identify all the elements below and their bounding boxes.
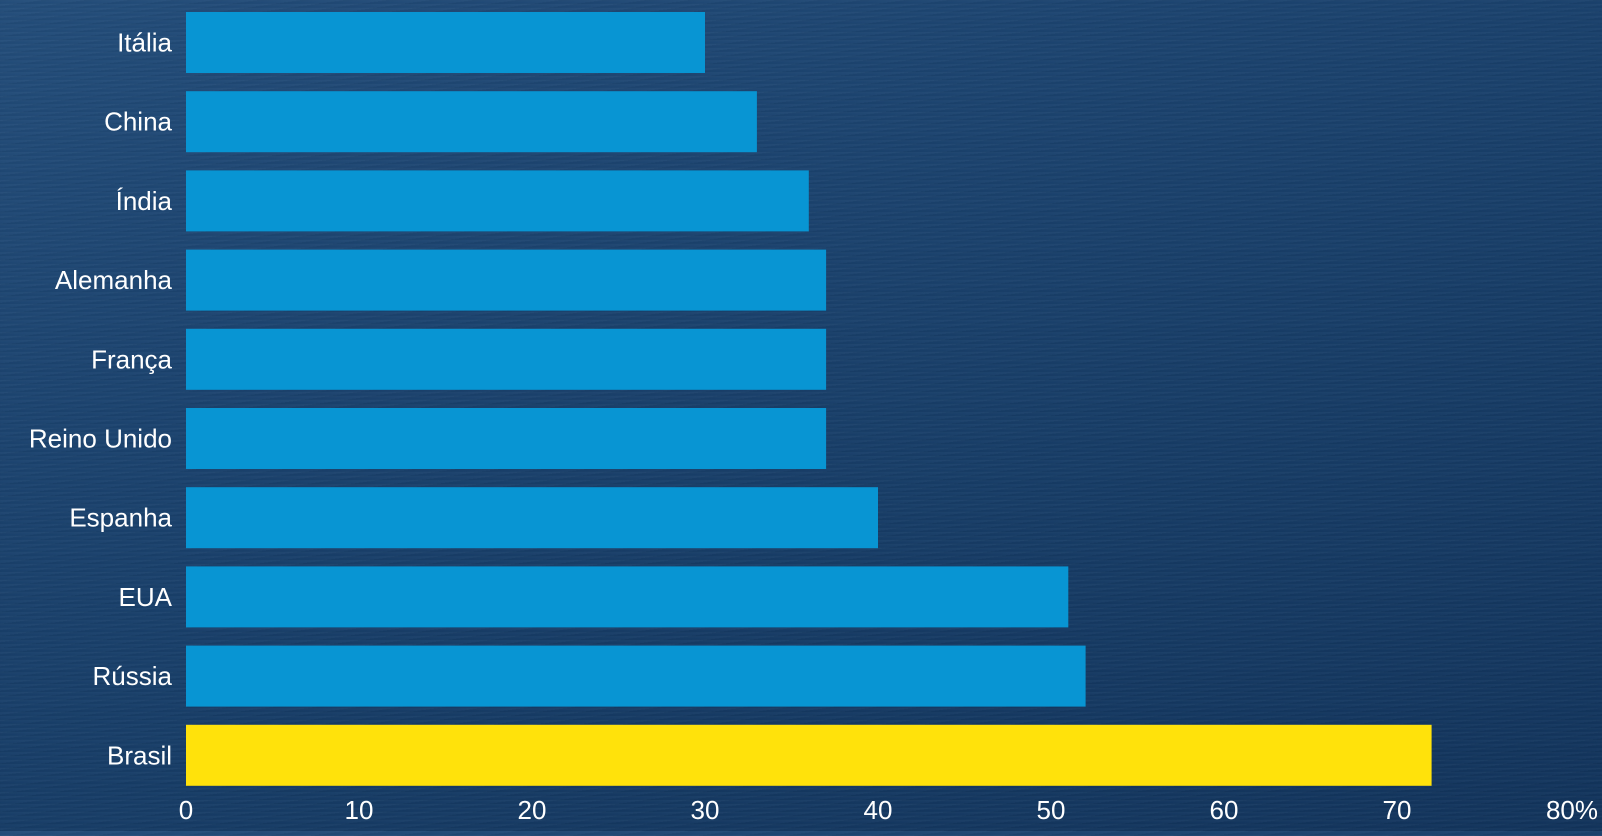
category-label-espanha: Espanha (69, 503, 172, 533)
x-axis-ticks: 0 10 20 30 40 50 60 70 80% (179, 795, 1598, 825)
x-tick-label: 20 (518, 795, 547, 825)
category-label-italia: Itália (117, 28, 172, 58)
x-tick-label: 0 (179, 795, 193, 825)
category-label-eua: EUA (119, 582, 173, 612)
category-label-russia: Rússia (93, 661, 173, 691)
category-label-india: Índia (116, 186, 173, 216)
x-tick-label: 30 (691, 795, 720, 825)
x-tick-label: 10 (345, 795, 374, 825)
x-tick-label: 60 (1210, 795, 1239, 825)
bars-layer (186, 12, 1432, 786)
category-label-alemanha: Alemanha (55, 265, 173, 295)
bar-italia (186, 12, 705, 73)
x-tick-label: 40 (864, 795, 893, 825)
bar-russia (186, 645, 1086, 707)
category-label-franca: França (91, 344, 172, 374)
bar-franca (186, 328, 827, 390)
bar-india (186, 170, 809, 232)
category-label-brasil: Brasil (107, 740, 172, 770)
bar-reino-unido (186, 408, 827, 469)
bar-alemanha (186, 249, 827, 311)
bar-china (186, 91, 757, 153)
x-tick-label: 80% (1546, 795, 1598, 825)
category-label-reino-unido: Reino Unido (29, 424, 172, 454)
category-labels: Itália China Índia Alemanha França Reino Unid… (29, 28, 173, 771)
bar-brasil (186, 724, 1432, 786)
x-tick-label: 50 (1037, 795, 1066, 825)
bar-eua (186, 566, 1069, 628)
x-tick-label: 70 (1383, 795, 1412, 825)
bar-espanha (186, 487, 878, 549)
category-label-china: China (104, 107, 172, 137)
